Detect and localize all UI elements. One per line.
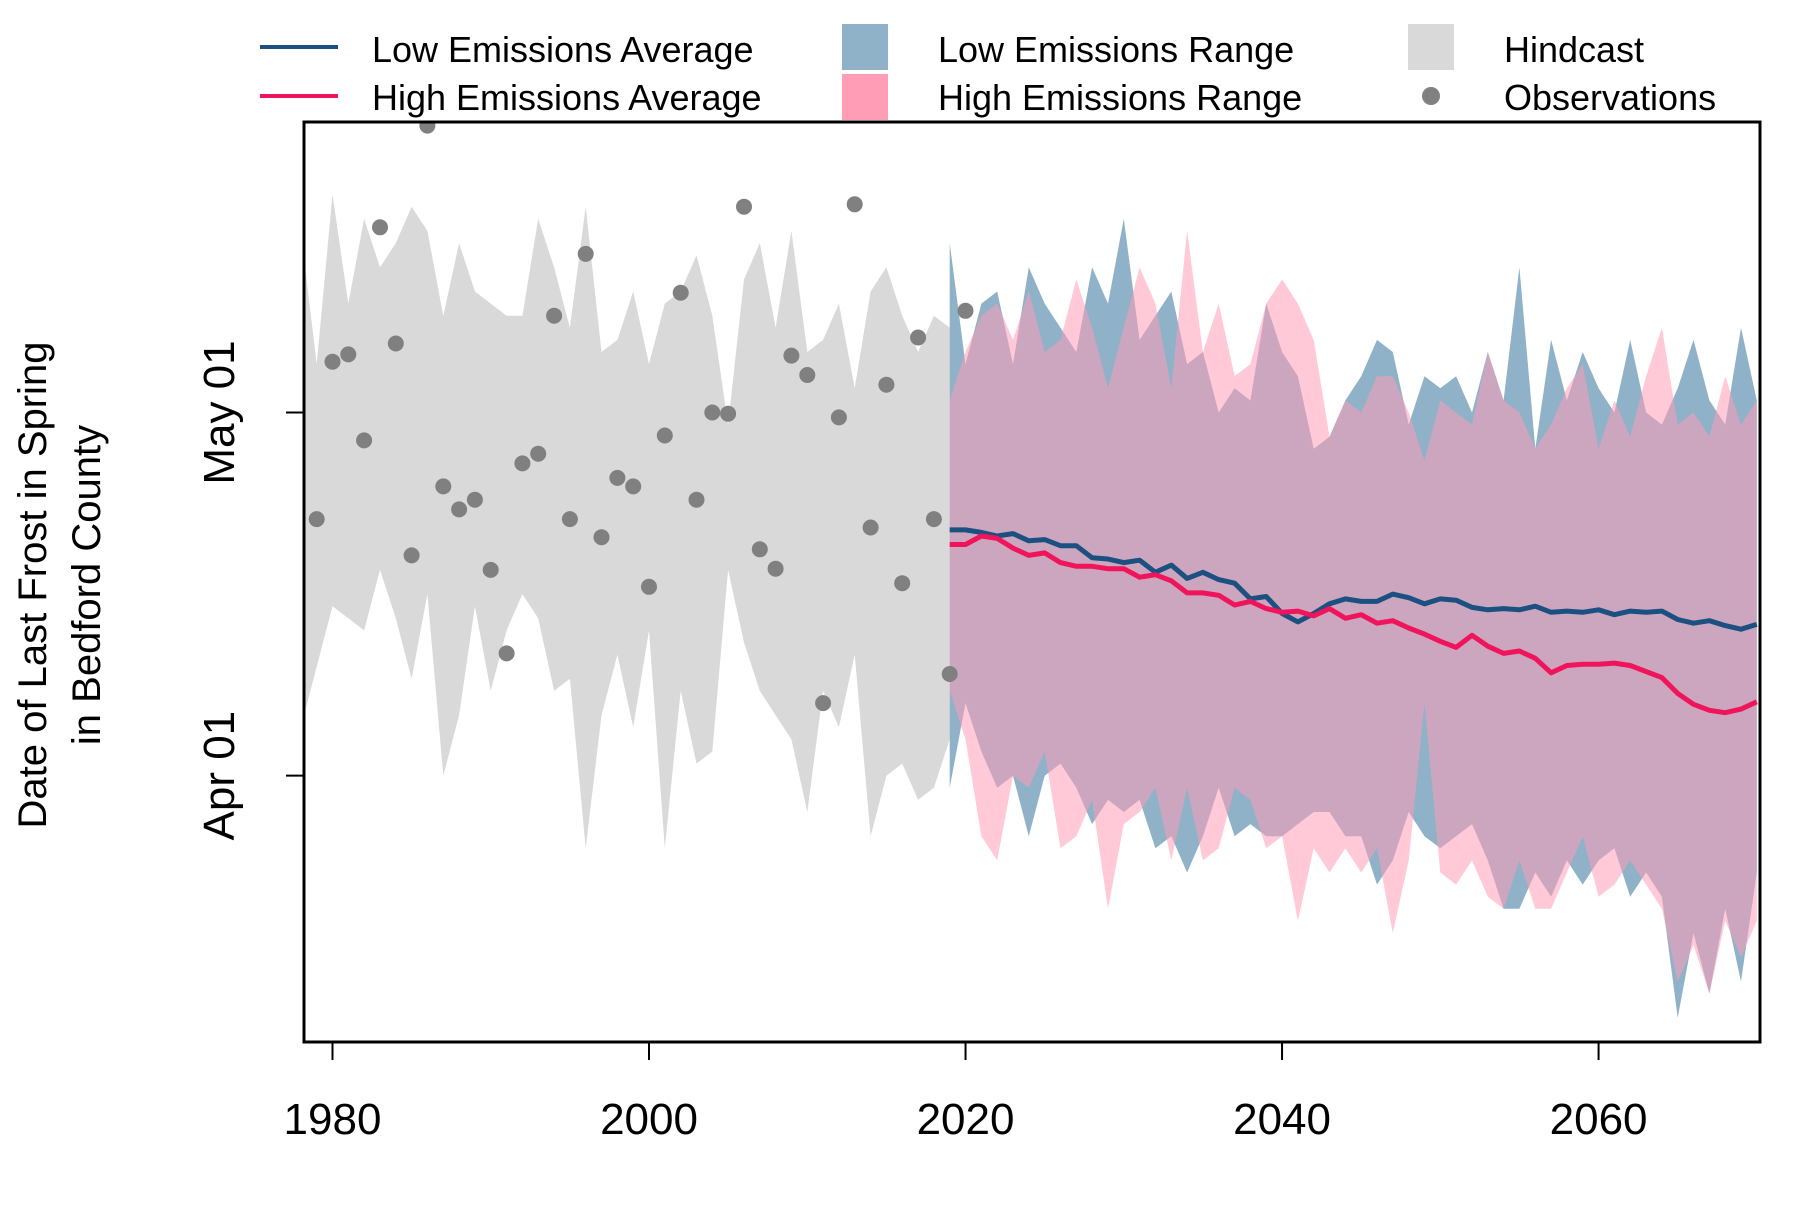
observation-point bbox=[356, 432, 373, 449]
legend-label-high-range: High Emissions Range bbox=[938, 77, 1302, 118]
observation-point bbox=[878, 376, 895, 393]
observation-point bbox=[530, 445, 547, 462]
observation-point bbox=[641, 578, 657, 595]
observation-point bbox=[561, 511, 578, 528]
observation-point bbox=[451, 501, 468, 518]
observation-point bbox=[403, 547, 420, 564]
observation-point bbox=[815, 695, 832, 712]
x-axis: 1980 2000 2020 2040 2060 bbox=[284, 1041, 1648, 1144]
observation-point bbox=[324, 353, 341, 370]
plot-area bbox=[304, 122, 1758, 1018]
observation-point bbox=[514, 455, 531, 472]
observation-point bbox=[736, 198, 752, 215]
low-emissions-average-line bbox=[949, 527, 1758, 632]
y-axis-title-line1: Date of Last Frost in Spring bbox=[11, 342, 55, 829]
observation-point bbox=[751, 541, 768, 558]
x-tick-label: 1980 bbox=[284, 1095, 382, 1144]
legend-label-high-average: High Emissions Average bbox=[372, 77, 762, 118]
observation-point bbox=[387, 335, 404, 352]
observation-point bbox=[308, 511, 325, 528]
observation-point bbox=[498, 645, 515, 662]
x-tick-label: 2000 bbox=[600, 1095, 698, 1144]
observation-point bbox=[894, 575, 911, 592]
y-tick-label: Apr 01 bbox=[195, 711, 244, 841]
observation-points bbox=[308, 122, 974, 712]
observation-point bbox=[925, 511, 942, 528]
observation-point bbox=[625, 478, 642, 495]
legend-label-low-range: Low Emissions Range bbox=[938, 29, 1294, 70]
observation-point bbox=[830, 409, 847, 426]
observation-point bbox=[941, 666, 958, 682]
observation-point bbox=[609, 469, 626, 486]
observation-point bbox=[466, 491, 483, 508]
legend: Low Emissions Average High Emissions Ave… bbox=[260, 24, 1716, 120]
x-tick-label: 2060 bbox=[1550, 1095, 1648, 1144]
observation-point bbox=[672, 284, 689, 301]
observation-point bbox=[704, 404, 721, 421]
observation-point bbox=[419, 122, 436, 134]
legend-swatch-observations bbox=[1422, 87, 1440, 105]
legend-swatch-high-range bbox=[842, 74, 888, 120]
legend-label-observations: Observations bbox=[1504, 77, 1716, 118]
high-emissions-average-line bbox=[949, 533, 1758, 716]
observation-point bbox=[656, 427, 673, 444]
observation-point bbox=[372, 219, 388, 236]
legend-label-low-average: Low Emissions Average bbox=[372, 29, 754, 70]
legend-label-hindcast: Hindcast bbox=[1504, 29, 1644, 70]
observation-point bbox=[767, 560, 784, 577]
observation-point bbox=[340, 346, 357, 363]
observation-point bbox=[482, 561, 499, 578]
observation-point bbox=[957, 302, 974, 319]
hindcast-band bbox=[304, 194, 950, 849]
observation-point bbox=[720, 405, 737, 422]
observation-point bbox=[846, 196, 863, 213]
observation-point bbox=[435, 478, 452, 495]
y-axis: Apr 01 May 01 bbox=[195, 340, 304, 841]
y-axis-title-line2: in Bedford County bbox=[65, 425, 109, 745]
x-tick-label: 2020 bbox=[917, 1095, 1015, 1144]
x-tick-label: 2040 bbox=[1233, 1095, 1331, 1144]
observation-point bbox=[593, 529, 610, 546]
observation-point bbox=[783, 347, 800, 364]
y-tick-label: May 01 bbox=[195, 340, 244, 484]
observation-point bbox=[577, 245, 594, 262]
observation-point bbox=[862, 519, 879, 536]
high-emissions-range-band bbox=[949, 230, 1757, 994]
legend-swatch-low-range bbox=[842, 24, 888, 70]
observation-point bbox=[546, 307, 563, 324]
observation-point bbox=[799, 367, 816, 383]
legend-swatch-hindcast bbox=[1408, 24, 1454, 70]
observation-point bbox=[910, 329, 927, 346]
observation-point bbox=[688, 491, 705, 508]
